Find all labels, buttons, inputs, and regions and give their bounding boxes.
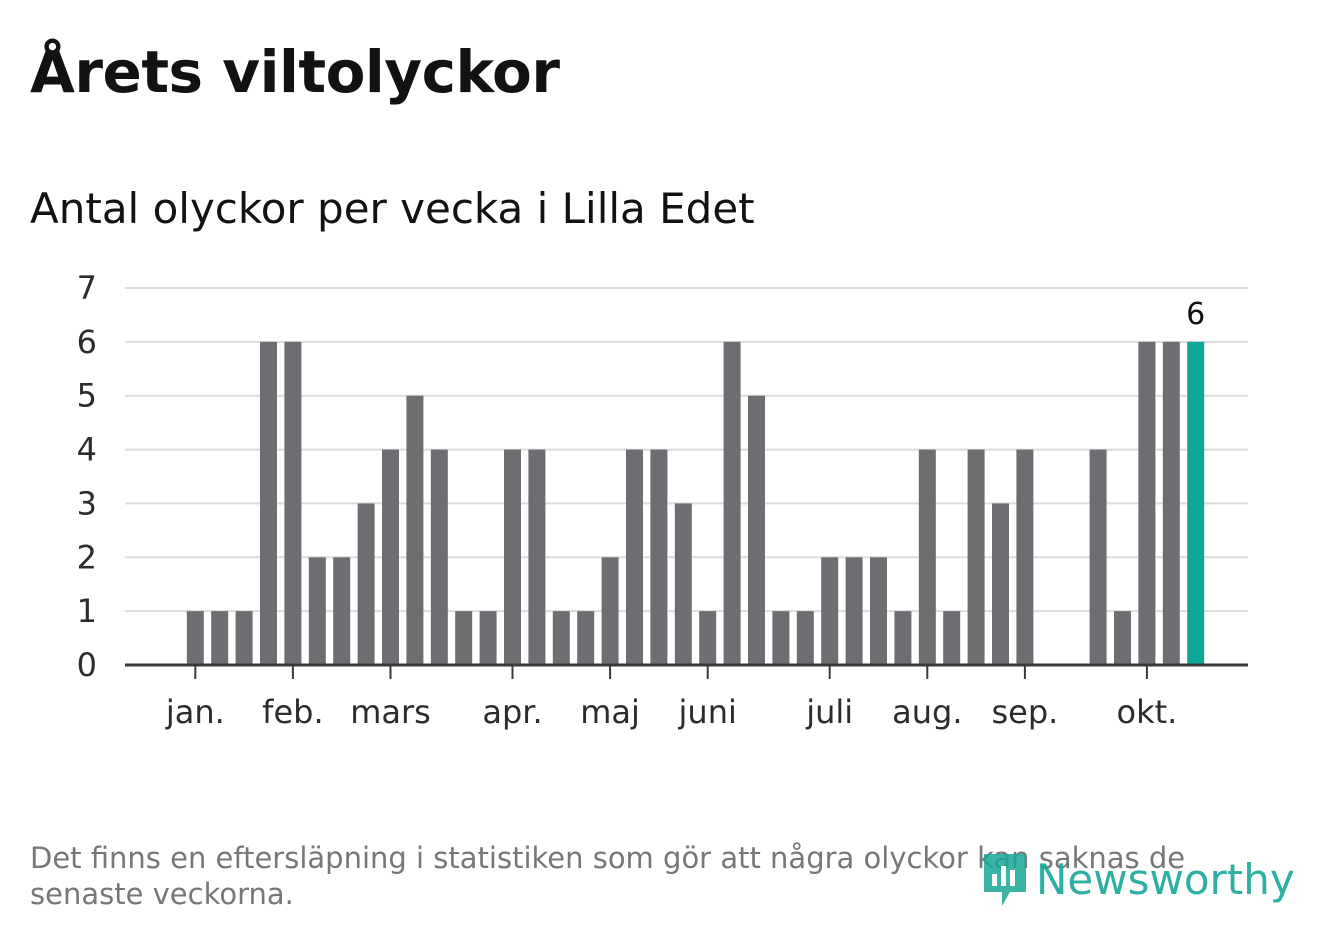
y-tick-label: 4	[77, 431, 97, 469]
bar	[1138, 341, 1156, 665]
bar	[211, 611, 229, 665]
bar	[1114, 611, 1131, 665]
newsworthy-logo-icon	[984, 854, 1026, 906]
bar	[357, 503, 375, 665]
x-tick-label: apr.	[482, 693, 542, 731]
bar	[455, 611, 473, 665]
bar	[943, 611, 961, 665]
y-tick-label: 0	[77, 646, 97, 684]
bar	[748, 395, 765, 665]
bar	[260, 341, 277, 665]
bar	[528, 449, 546, 665]
x-axis: jan. feb. mars apr. maj juni juli aug. sep. okt.	[125, 663, 1248, 731]
bar	[699, 611, 717, 665]
x-tick-label: juli	[805, 693, 853, 731]
bar	[601, 557, 619, 665]
bar	[772, 611, 790, 665]
x-tick-label: aug.	[892, 693, 962, 731]
x-tick-label: jan.	[165, 693, 225, 731]
bar	[1162, 341, 1180, 665]
bar	[650, 449, 668, 665]
bar	[918, 449, 936, 665]
x-tick-label: juni	[678, 693, 737, 731]
bar	[723, 341, 741, 665]
y-axis-ticks: 0 1 2 3 4 5 6 7	[77, 269, 97, 684]
chart-title: Årets viltolyckor	[30, 38, 560, 106]
bar	[479, 611, 497, 665]
bar	[430, 449, 448, 665]
bar	[674, 503, 692, 665]
bar	[284, 341, 302, 665]
bar	[967, 449, 985, 665]
bar	[992, 503, 1009, 665]
x-tick-label: okt.	[1116, 693, 1177, 731]
bar-current-week	[1187, 341, 1205, 665]
bar-chart: 0 1 2 3 4 5 6 7 jan. feb. mars apr. maj juni juli aug.…	[77, 269, 1248, 731]
bar	[821, 557, 839, 665]
bar	[577, 611, 595, 665]
bar	[382, 449, 399, 665]
x-tick-label: mars	[350, 693, 431, 731]
data-labels: 6	[1186, 297, 1205, 332]
highlight-value-label: 6	[1186, 297, 1205, 332]
bar	[1016, 449, 1034, 665]
y-tick-label: 5	[77, 377, 97, 415]
bar	[235, 611, 253, 665]
bar	[552, 611, 570, 665]
x-tick-label: maj	[580, 693, 640, 731]
bar	[406, 395, 424, 665]
bar	[626, 449, 643, 665]
y-tick-label: 1	[77, 592, 97, 630]
chart-subtitle: Antal olyckor per vecka i Lilla Edet	[30, 184, 755, 233]
bar	[845, 557, 863, 665]
bar	[333, 557, 351, 665]
bar	[1089, 449, 1107, 665]
bar	[308, 557, 326, 665]
y-tick-label: 6	[77, 323, 97, 361]
bar	[504, 449, 521, 665]
y-tick-label: 7	[77, 269, 97, 307]
bar	[894, 611, 912, 665]
x-tick-label: feb.	[262, 693, 323, 731]
y-tick-label: 2	[77, 538, 97, 576]
bar	[186, 611, 204, 665]
y-tick-label: 3	[77, 484, 97, 522]
newsworthy-logo: Newsworthy	[980, 848, 1300, 910]
bar	[870, 557, 887, 665]
bar	[796, 611, 814, 665]
brand-name: Newsworthy	[1036, 854, 1295, 904]
bars	[186, 341, 1205, 665]
x-tick-label: sep.	[991, 693, 1058, 731]
